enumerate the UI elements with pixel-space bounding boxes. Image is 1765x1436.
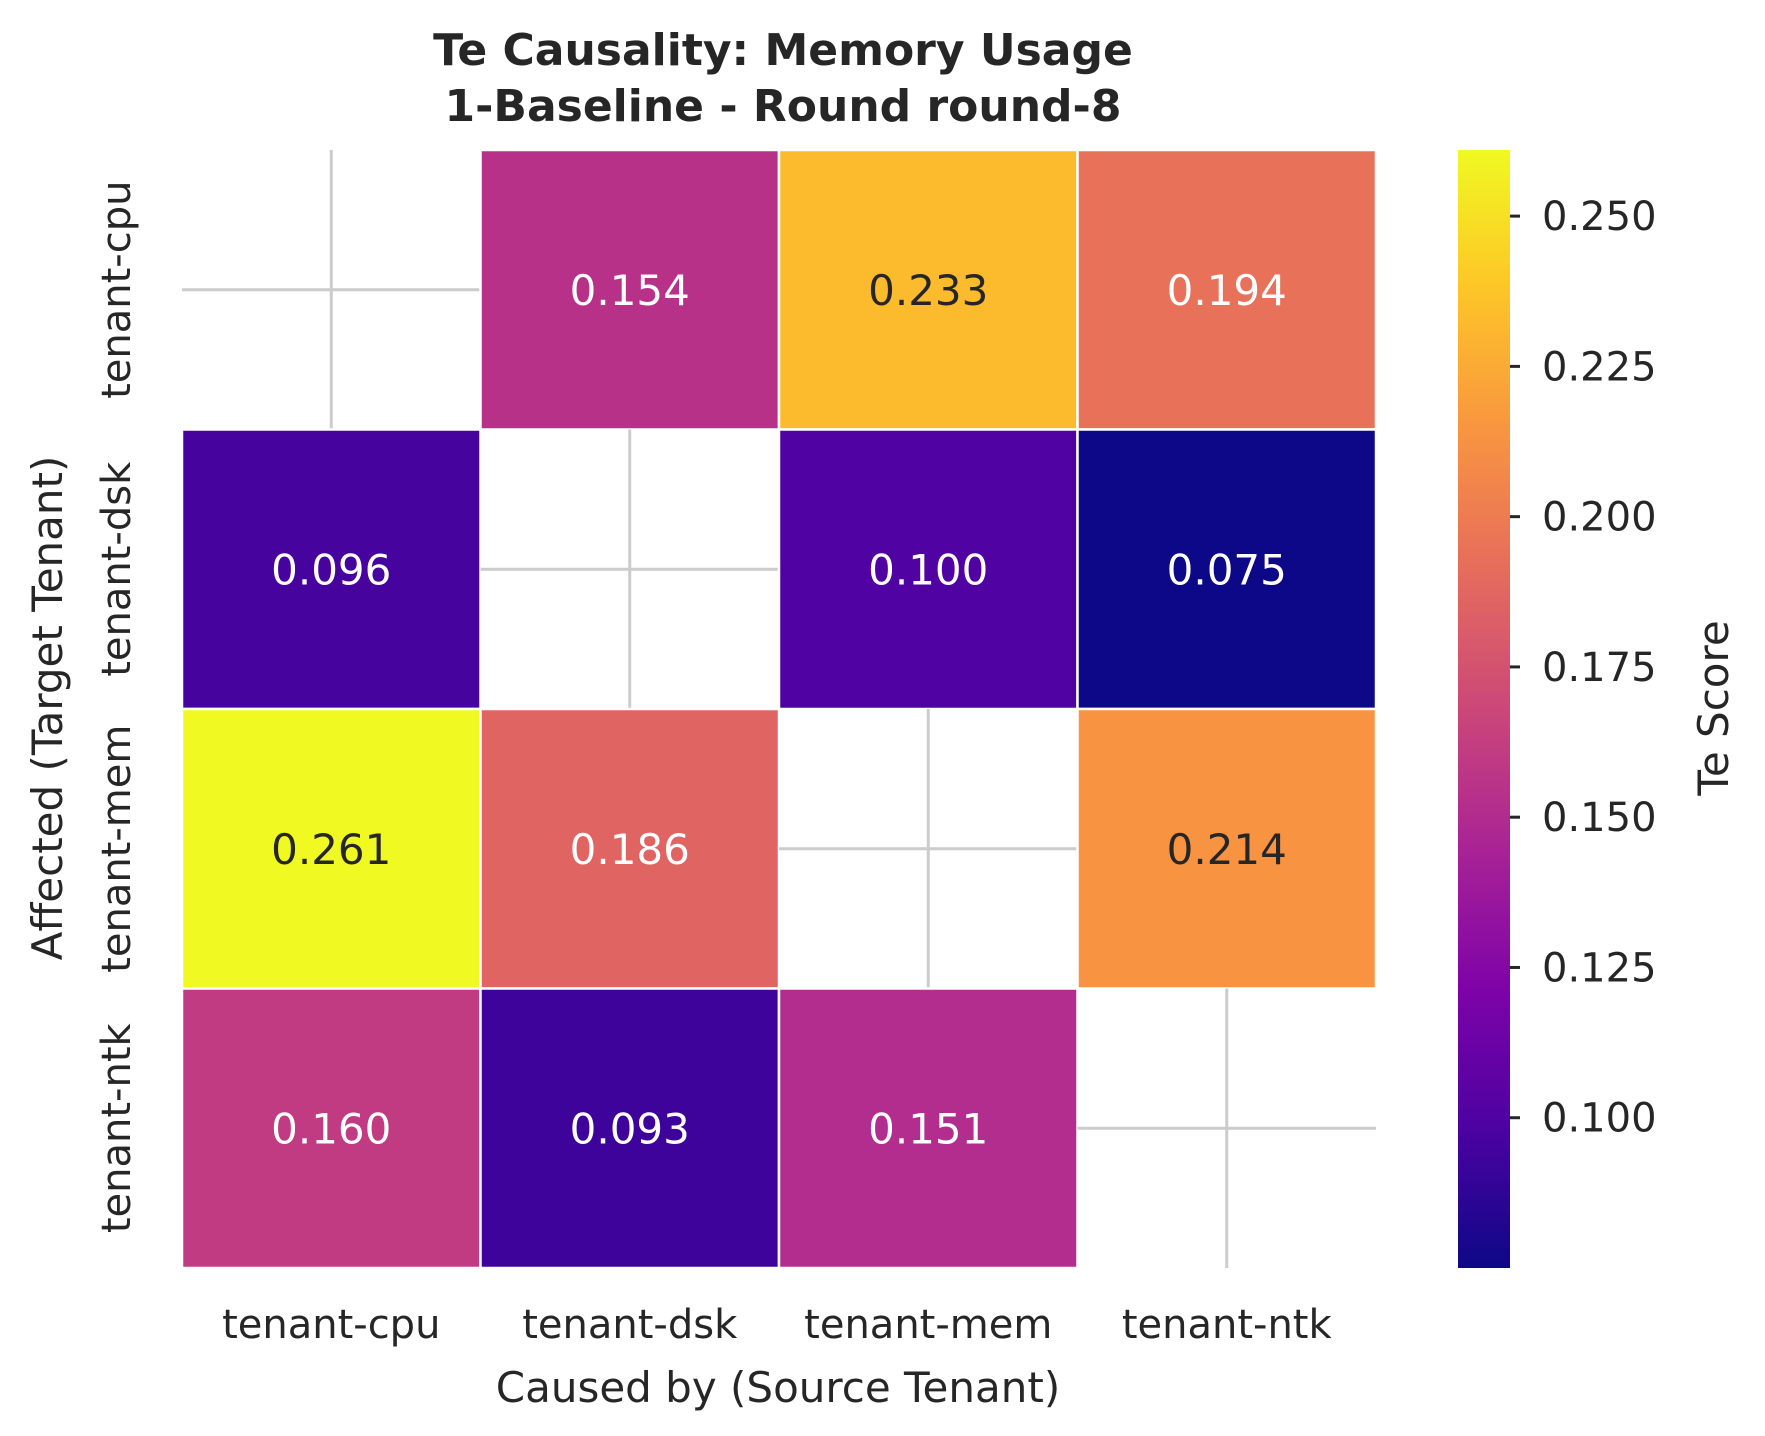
y-axis-label: Affected (Target Tenant) bbox=[23, 456, 72, 961]
cell-tenant-dsk-tenant-cpu-label: 0.096 bbox=[271, 545, 391, 594]
cell-tenant-cpu-tenant-ntk-label: 0.194 bbox=[1167, 266, 1287, 315]
x-tick-label: tenant-mem bbox=[804, 1302, 1052, 1348]
cell-tenant-cpu-tenant-dsk-label: 0.154 bbox=[570, 266, 690, 315]
cell-tenant-ntk-tenant-cpu bbox=[180, 987, 482, 1270]
cell-tenant-dsk-tenant-ntk bbox=[1076, 428, 1378, 711]
y-tick-label: tenant-dsk bbox=[94, 461, 140, 677]
cell-tenant-cpu-tenant-mem-label: 0.233 bbox=[868, 266, 988, 315]
cell-tenant-cpu-tenant-ntk bbox=[1076, 148, 1378, 431]
colorbar-label: Te Score bbox=[1689, 620, 1738, 796]
cell-tenant-mem-tenant-cpu-label: 0.261 bbox=[271, 825, 391, 874]
colorbar-tick-label: 0.225 bbox=[1542, 344, 1657, 390]
cell-tenant-dsk-tenant-mem-label: 0.100 bbox=[868, 545, 988, 594]
cell-tenant-mem-tenant-dsk-label: 0.186 bbox=[570, 825, 690, 874]
colorbar-tick-label: 0.100 bbox=[1542, 1096, 1657, 1142]
cell-tenant-ntk-tenant-dsk-label: 0.093 bbox=[570, 1104, 690, 1153]
cell-tenant-ntk-tenant-cpu-label: 0.160 bbox=[271, 1104, 391, 1153]
cell-tenant-mem-tenant-ntk-label: 0.214 bbox=[1167, 825, 1287, 874]
cell-tenant-cpu-tenant-dsk bbox=[479, 148, 781, 431]
y-tick-label: tenant-ntk bbox=[94, 1023, 140, 1234]
colorbar-tick-label: 0.175 bbox=[1542, 645, 1657, 691]
cell-tenant-mem-tenant-mem-empty bbox=[779, 709, 1078, 989]
cell-tenant-ntk-tenant-mem-label: 0.151 bbox=[868, 1104, 988, 1153]
y-tick-label: tenant-cpu bbox=[94, 181, 140, 399]
colorbar-tick-label: 0.125 bbox=[1542, 945, 1657, 991]
x-tick-labels: tenant-cpu tenant-dsk tenant-mem tenant-ntk bbox=[222, 1302, 1332, 1348]
cell-tenant-ntk-tenant-ntk-empty bbox=[1077, 988, 1376, 1268]
colorbar bbox=[1458, 150, 1510, 1268]
x-axis-label: Caused by (Source Tenant) bbox=[496, 1363, 1060, 1412]
heatmap-cells: 0.154 0.233 0.194 0.096 0.100 0.075 0.261 0.186… bbox=[180, 148, 1378, 1270]
x-tick-label: tenant-ntk bbox=[1122, 1302, 1333, 1348]
x-tick-label: tenant-dsk bbox=[522, 1302, 738, 1348]
cell-tenant-cpu-tenant-mem bbox=[777, 148, 1079, 431]
chart-title-line-2: 1-Baseline - Round round-8 bbox=[445, 81, 1122, 132]
cell-tenant-cpu-tenant-cpu-empty bbox=[182, 150, 481, 430]
y-tick-labels: tenant-cpu tenant-dsk tenant-mem tenant-ntk bbox=[94, 181, 140, 1234]
cell-tenant-ntk-tenant-dsk bbox=[479, 987, 781, 1270]
cell-tenant-dsk-tenant-ntk-label: 0.075 bbox=[1167, 545, 1287, 594]
cell-tenant-dsk-tenant-cpu bbox=[180, 428, 482, 711]
cell-tenant-ntk-tenant-mem bbox=[777, 987, 1079, 1270]
cell-tenant-mem-tenant-cpu bbox=[180, 707, 482, 990]
colorbar-tick-label: 0.250 bbox=[1542, 194, 1657, 240]
colorbar-ticks: 0.100 0.125 0.150 0.175 0.200 0.225 0.250 bbox=[1510, 194, 1657, 1142]
chart-title-line-1: Te Causality: Memory Usage bbox=[433, 25, 1133, 76]
cell-tenant-dsk-tenant-mem bbox=[777, 428, 1079, 711]
colorbar-tick-label: 0.200 bbox=[1542, 495, 1657, 541]
cell-tenant-dsk-tenant-dsk-empty bbox=[480, 429, 779, 709]
y-tick-label: tenant-mem bbox=[94, 725, 140, 973]
colorbar-tick-label: 0.150 bbox=[1542, 795, 1657, 841]
x-tick-label: tenant-cpu bbox=[222, 1302, 440, 1348]
